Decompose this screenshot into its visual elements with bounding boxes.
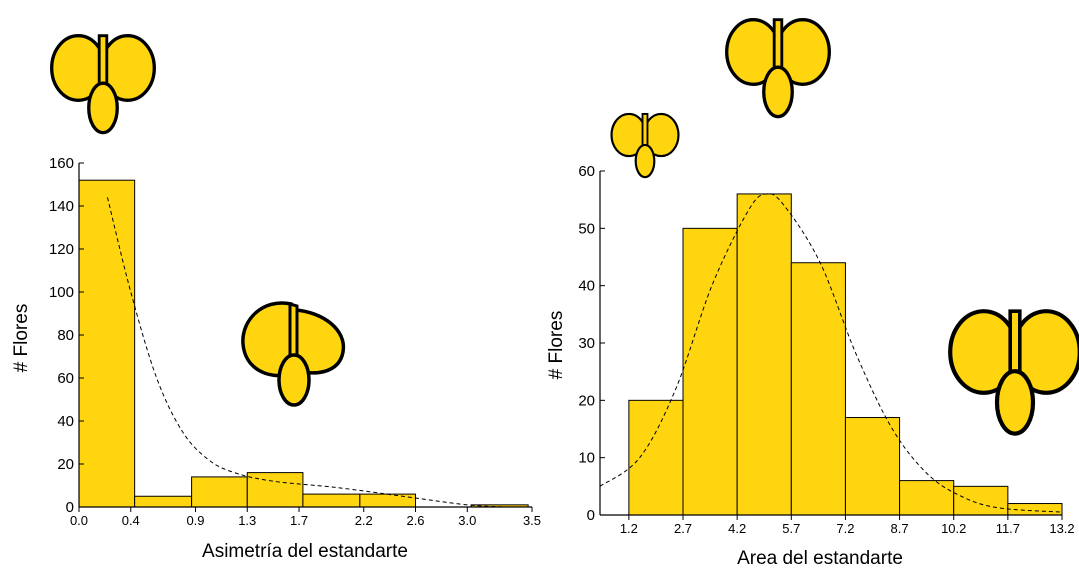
- flower-asymmetric-icon: [241, 301, 346, 407]
- chart-asimetria: 0 20 40 60 80 100 120 140 160 0.0 0.4 0.9 1.3 1.7 2.2 2…: [11, 155, 541, 562]
- c1-bars: [628, 193, 1063, 516]
- c1-y-tick-label: 10: [578, 450, 595, 467]
- c1-y-tick-label: 40: [578, 278, 595, 295]
- c0-x-tick-label: 0.9: [186, 513, 204, 528]
- flower-small-icon: [610, 112, 680, 179]
- c0-bar-2: [191, 476, 248, 508]
- c0-y-tick-label: 140: [49, 198, 74, 215]
- c0-x-tick-label: 3.0: [458, 513, 476, 528]
- c0-y-tick-label: 0: [66, 499, 74, 516]
- c1-x-tick-label: 7.2: [836, 521, 854, 536]
- flower-large-icon: [950, 311, 1079, 433]
- flower-symmetric-icon: [50, 34, 156, 135]
- c0-y-axis-label: # Flores: [11, 304, 32, 373]
- c0-x-tick-label: 2.2: [355, 513, 373, 528]
- c0-y-tick-label: 160: [49, 155, 74, 172]
- c1-x-tick-label: 1.2: [620, 521, 638, 536]
- c1-x-axis-label: Area del estandarte: [737, 548, 903, 569]
- c1-x-tick-label: 11.7: [996, 521, 1020, 536]
- c1-bar-3: [790, 262, 846, 516]
- c0-x-tick-label: 1.3: [238, 513, 256, 528]
- c0-y-tick-label: 80: [57, 327, 74, 344]
- c1-x-tick-label: 5.7: [782, 521, 800, 536]
- c1-fit-curve: [599, 193, 1063, 513]
- c0-x-tick-label: 0.4: [122, 513, 140, 528]
- c0-x-tick-label: 3.5: [523, 513, 541, 528]
- c0-x-axis-label: Asimetría del estandarte: [202, 541, 408, 562]
- c0-fit-curve: [106, 197, 507, 508]
- c1-bar-6: [953, 485, 1009, 516]
- c1-y-axis-label: # Flores: [546, 311, 567, 380]
- c1-bar-1: [682, 227, 738, 516]
- c1-y-tick-label: 0: [587, 507, 595, 524]
- c1-y-tick-label: 20: [578, 392, 595, 409]
- c1-bar-5: [899, 480, 955, 516]
- c0-bar-3: [246, 472, 304, 508]
- c0-y-tick-label: 40: [57, 413, 74, 430]
- c0-x-tick-label: 0.0: [70, 513, 88, 528]
- c1-bar-2: [736, 193, 792, 516]
- c1-y-tick-label: 60: [578, 163, 595, 180]
- c0-y-tick-label: 20: [57, 456, 74, 473]
- c0-y-tick-label: 100: [49, 284, 74, 301]
- c1-y-tick-label: 50: [578, 220, 595, 237]
- c0-bar-1: [134, 495, 193, 508]
- c0-y-tick-label: 60: [57, 370, 74, 387]
- c0-bar-4: [302, 493, 361, 508]
- c0-axes: 0 20 40 60 80 100 120 140 160 0.0 0.4 0.9 1.3 1.7 2.2 2…: [49, 155, 541, 528]
- c1-y-tick-label: 30: [578, 335, 595, 352]
- c1-bar-0: [628, 399, 684, 516]
- c1-bar-4: [844, 417, 901, 516]
- c1-x-tick-label: 13.2: [1049, 521, 1074, 536]
- c0-x-tick-label: 1.7: [290, 513, 308, 528]
- c1-x-tick-label: 4.2: [728, 521, 746, 536]
- c1-x-tick-label: 10.2: [941, 521, 966, 536]
- c0-bars: [78, 179, 529, 508]
- c0-x-tick-label: 2.6: [406, 513, 424, 528]
- flower-medium-icon: [725, 18, 831, 119]
- c0-y-tick-label: 120: [49, 241, 74, 258]
- c0-bar-5: [359, 493, 417, 508]
- c1-x-tick-label: 8.7: [891, 521, 909, 536]
- chart-area: 0 10 20 30 40 50 60 1.2 2.7 4.2 5.7 7.2 8.7 10.2 11.7 1…: [546, 163, 1075, 569]
- c1-x-tick-label: 2.7: [674, 521, 692, 536]
- c1-axes: 0 10 20 30 40 50 60 1.2 2.7 4.2 5.7 7.2 8.7 10.2 11.7 1…: [578, 163, 1074, 536]
- c0-bar-0: [78, 179, 136, 508]
